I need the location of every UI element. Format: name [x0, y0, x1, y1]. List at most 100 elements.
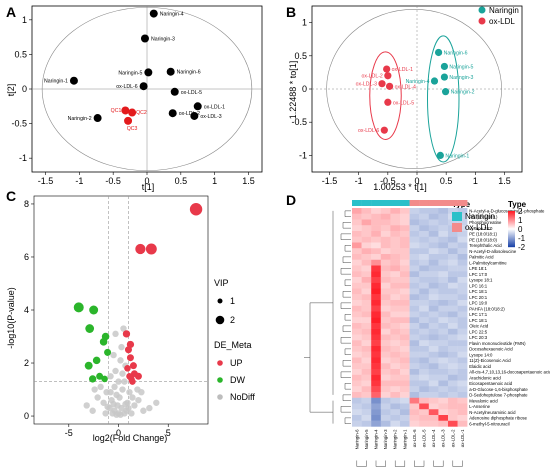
heatmap-cell: [352, 420, 362, 427]
heatmap-cell: [448, 374, 458, 381]
heatmap-cell: [419, 323, 429, 329]
opls-point-label: ox-LDL-2: [361, 74, 382, 80]
heatmap-cell: [352, 374, 362, 381]
heatmap-cell: [457, 254, 468, 260]
pca-point: [128, 108, 137, 117]
heatmap-cell: [419, 311, 429, 318]
heatmap-row-label: Oleic Acid: [469, 324, 489, 329]
heatmap-cell: [361, 380, 372, 387]
heatmap-cell: [457, 277, 468, 283]
heatmap-cell: [419, 254, 429, 260]
pca-point: [139, 82, 148, 91]
heatmap-cell: [380, 300, 391, 306]
heatmap-cell: [438, 225, 449, 232]
heatmap-cell: [371, 409, 381, 416]
opls-point-label: ox-LDL-6: [358, 128, 379, 134]
opls-ytick-label: -0.5: [291, 117, 307, 127]
heatmap-scale-segment: [508, 228, 515, 230]
heatmap-cell: [352, 213, 362, 220]
opls-point: [384, 72, 392, 80]
heatmap-cell: [428, 213, 439, 220]
heatmap-cell: [361, 300, 372, 306]
pca-xtick-label: 1: [212, 176, 217, 186]
volcano-point-nodiff: [119, 370, 126, 377]
pca-point: [193, 102, 202, 111]
panel-label-d: D: [286, 192, 296, 208]
heatmap-dendrogram-branch: [340, 337, 351, 344]
heatmap-cell: [380, 397, 391, 404]
heatmap-group-bar-cell: [428, 200, 439, 206]
heatmap-cell: [361, 397, 372, 404]
heatmap-cell: [409, 340, 420, 347]
volcano-ytick-label: 0: [24, 411, 29, 421]
heatmap-cell: [352, 225, 362, 232]
de-meta-legend-dw: DW: [230, 375, 245, 385]
heatmap-cell: [352, 334, 362, 341]
heatmap-cell: [380, 328, 391, 335]
heatmap-cell: [352, 265, 362, 272]
heatmap-scale-tick: -1: [518, 234, 526, 243]
opls-xtick-label: -1.5: [322, 176, 338, 186]
heatmap-cell: [371, 225, 381, 232]
heatmap-cell: [380, 208, 391, 214]
heatmap-dendrogram-branch: [340, 268, 351, 275]
heatmap-cell: [380, 317, 391, 324]
oplsda-xlabel: 1.00253 * t[1]: [373, 182, 427, 192]
heatmap-cell: [371, 259, 381, 266]
heatmap-cell: [361, 282, 372, 289]
heatmap-cell: [409, 317, 420, 324]
pca-point-label: Naringin-5: [118, 70, 142, 76]
volcano-ytick-label: 4: [24, 305, 29, 315]
heatmap-cell: [380, 357, 391, 364]
heatmap-cell: [380, 392, 391, 398]
heatmap-row-label: Eicosapentaenoic acid: [469, 381, 513, 386]
heatmap-cell: [448, 294, 458, 301]
heatmap-cell: [409, 236, 420, 243]
opls-legend-marker: [478, 17, 486, 25]
heatmap-cell: [438, 213, 449, 220]
pca-point: [144, 68, 153, 77]
volcano-point-down: [99, 338, 108, 346]
heatmap-cell: [448, 219, 458, 226]
heatmap-cell: [390, 346, 401, 352]
heatmap-row-label: PE (18:0/18:0): [469, 237, 497, 242]
heatmap-type-legend-swatch: [452, 212, 462, 221]
heatmap-cell: [457, 300, 468, 306]
heatmap-cell: [457, 392, 468, 398]
heatmap-cell: [400, 403, 410, 410]
heatmap-cell: [448, 334, 458, 341]
heatmap-row-label: All-cis-4,7,10,13,16-docosapentaenoic ac…: [469, 370, 550, 375]
heatmap-cell: [409, 311, 420, 318]
volcano-point-up: [134, 372, 142, 380]
pca-point-label: ox-LDL-1: [204, 104, 225, 110]
vip-legend-title: VIP: [214, 278, 229, 288]
heatmap-scale-segment: [508, 222, 515, 224]
heatmap-column-dendrogram-branch: [414, 460, 425, 467]
volcano-point-nodiff: [117, 357, 124, 364]
vip-legend-2: 2: [230, 315, 235, 325]
pca-point-label: ox-LDL-3: [200, 114, 221, 120]
heatmap-cell: [419, 334, 429, 341]
heatmap-cell: [371, 311, 381, 318]
volcano-point-up: [129, 362, 137, 370]
heatmap-cell: [390, 254, 401, 260]
heatmap-cell: [352, 282, 362, 289]
heatmap-cell: [428, 386, 439, 393]
heatmap-cell: [438, 357, 449, 364]
heatmap-cell: [352, 317, 362, 324]
heatmap-cell: [400, 208, 410, 214]
heatmap-cell: [400, 420, 410, 427]
volcano-point-nodiff: [89, 407, 96, 414]
heatmap-cell: [438, 374, 449, 381]
heatmap-scale-segment: [508, 213, 515, 215]
heatmap-cell: [371, 271, 381, 278]
heatmap-column-label: ox-LDL-3: [441, 429, 446, 447]
heatmap-cell: [428, 277, 439, 283]
heatmap-cell: [457, 259, 468, 266]
heatmap-cell: [438, 409, 449, 416]
opls-ytick-label: 1: [302, 18, 307, 28]
heatmap-scale-segment: [508, 244, 515, 246]
heatmap-cell: [400, 225, 410, 232]
opls-point-label: ox-LDL-3: [356, 82, 377, 88]
heatmap-cell: [457, 248, 468, 255]
